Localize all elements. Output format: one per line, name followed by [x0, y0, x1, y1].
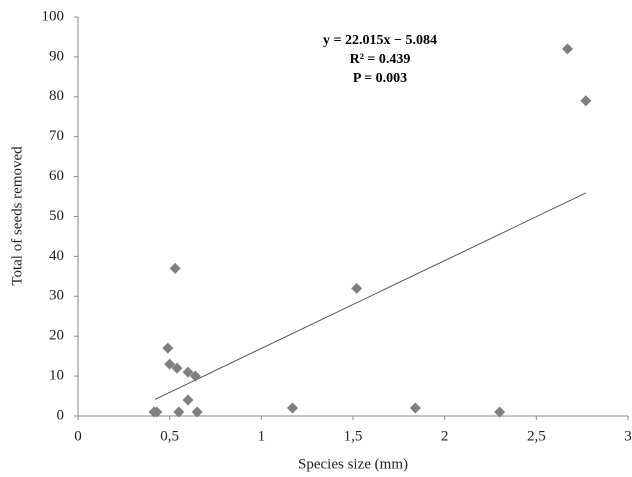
- y-tick-label: 50: [49, 208, 64, 224]
- annotation: P = 0.003: [353, 71, 407, 86]
- x-tick-label: 1,5: [344, 428, 363, 444]
- data-point: [351, 282, 363, 294]
- data-point: [189, 370, 201, 382]
- x-tick-label: 0: [74, 428, 82, 444]
- data-point: [494, 406, 506, 418]
- x-tick-label: 0,5: [160, 428, 179, 444]
- data-point: [182, 394, 194, 406]
- data-point: [162, 342, 174, 354]
- data-point: [171, 362, 183, 374]
- data-point: [409, 402, 421, 414]
- data-point: [151, 406, 163, 418]
- y-tick-label: 20: [49, 328, 64, 344]
- y-tick-label: 0: [57, 407, 65, 423]
- x-tick-label: 3: [624, 428, 632, 444]
- data-point: [169, 262, 181, 274]
- y-tick-label: 70: [49, 128, 64, 144]
- annotation: R² = 0.439: [350, 52, 411, 67]
- data-point: [562, 43, 573, 55]
- x-axis-title: Species size (mm): [298, 456, 408, 472]
- annotation: y = 22.015x − 5.084: [323, 33, 437, 48]
- y-tick-label: 90: [49, 48, 64, 64]
- y-tick-label: 30: [49, 288, 64, 304]
- x-tick-label: 2: [441, 428, 449, 444]
- y-tick-label: 40: [49, 248, 64, 264]
- y-axis-title: Total of seeds removed: [9, 146, 25, 286]
- data-point: [287, 402, 298, 414]
- y-tick-label: 100: [42, 8, 65, 24]
- data-point: [173, 406, 185, 418]
- y-tick-label: 80: [49, 88, 64, 104]
- data-point: [191, 406, 203, 418]
- x-tick-label: 2,5: [527, 428, 546, 444]
- data-point: [164, 358, 176, 370]
- data-point: [182, 366, 194, 378]
- y-tick-label: 60: [49, 168, 64, 184]
- x-tick-label: 1: [258, 428, 266, 444]
- data-point: [580, 95, 592, 107]
- y-tick-label: 10: [49, 368, 64, 384]
- trendline: [154, 192, 587, 400]
